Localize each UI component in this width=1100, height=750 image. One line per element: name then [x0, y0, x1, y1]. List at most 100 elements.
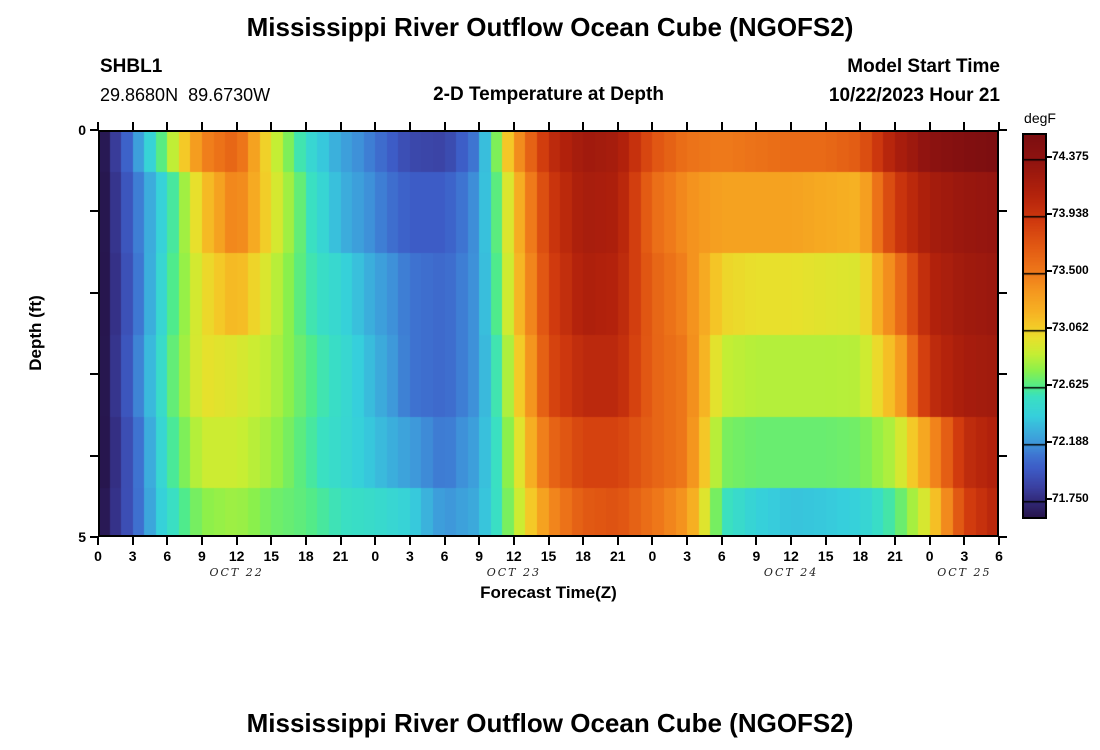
x-tick-label: 21: [887, 548, 903, 564]
x-axis-tick: [512, 537, 515, 545]
x-axis-tick: [235, 537, 238, 545]
x-tick-label: 3: [405, 548, 414, 564]
x-axis-top-tick: [374, 122, 377, 130]
x-axis-tick: [582, 537, 585, 545]
x-tick-label: 6: [163, 548, 172, 564]
x-date-label: OCT 23: [486, 566, 541, 579]
x-axis-top-tick: [200, 122, 203, 130]
x-axis-top-tick: [790, 122, 793, 130]
x-axis-tick: [270, 537, 273, 545]
x-axis-tick: [131, 537, 134, 545]
colorbar-tick: [1045, 498, 1052, 501]
x-axis-top-tick: [824, 122, 827, 130]
x-axis-tick: [651, 537, 654, 545]
plot-subtitle: 2-D Temperature at Depth: [433, 84, 664, 105]
x-axis-top-tick: [928, 122, 931, 130]
x-tick-label: 9: [752, 548, 761, 564]
x-axis-top-tick: [270, 122, 273, 130]
x-tick-label: 3: [128, 548, 137, 564]
x-tick-label: 0: [371, 548, 380, 564]
colorbar-tick: [1045, 441, 1052, 444]
colorbar-tick-label: 73.062: [1052, 320, 1089, 335]
x-axis-top-tick: [755, 122, 758, 130]
colorbar-tick: [1045, 327, 1052, 330]
y-axis-right-tick: [999, 373, 1007, 376]
x-axis-top-tick: [166, 122, 169, 130]
x-axis-top-tick: [97, 122, 99, 130]
x-axis-tick: [547, 537, 550, 545]
x-tick-label: 6: [717, 548, 726, 564]
colorbar-tick: [1045, 384, 1052, 387]
model-start-label: Model Start Time: [847, 56, 1000, 77]
colorbar-tick-label: 72.625: [1052, 377, 1089, 392]
x-axis-tick: [97, 537, 99, 545]
x-axis-tick: [478, 537, 481, 545]
x-tick-label: 12: [506, 548, 522, 564]
colorbar-tick: [1045, 156, 1052, 159]
colorbar-tick-label: 73.500: [1052, 263, 1089, 278]
x-axis-tick: [616, 537, 619, 545]
x-date-label: OCT 25: [937, 566, 992, 579]
y-tick-label: 0: [78, 122, 86, 138]
y-axis-tick: [90, 373, 98, 376]
x-tick-label: 9: [475, 548, 484, 564]
x-axis-tick: [339, 537, 342, 545]
y-tick-label: 5: [78, 529, 86, 545]
model-start-value: 10/22/2023 Hour 21: [828, 85, 1000, 106]
x-axis-top-tick: [304, 122, 307, 130]
colorbar: [1022, 133, 1047, 519]
x-axis-top-tick: [616, 122, 619, 130]
x-axis-top-tick: [408, 122, 411, 130]
x-axis-title: Forecast Time(Z): [480, 583, 617, 602]
y-axis-right-tick: [999, 454, 1007, 457]
x-axis-tick: [200, 537, 203, 545]
colorbar-tick-label: 74.375: [1052, 149, 1089, 164]
y-axis-tick: [90, 454, 98, 457]
x-axis-tick: [686, 537, 689, 545]
x-axis-tick: [998, 537, 1000, 545]
y-axis-tick: [90, 291, 98, 294]
x-axis-tick: [408, 537, 411, 545]
x-tick-label: 3: [960, 548, 969, 564]
x-tick-label: 21: [610, 548, 626, 564]
x-axis-tick: [928, 537, 931, 545]
x-axis-tick: [894, 537, 897, 545]
x-axis-top-tick: [582, 122, 585, 130]
colorbar-tick: [1045, 213, 1052, 216]
x-tick-label: 15: [817, 548, 834, 564]
x-tick-label: 21: [332, 548, 349, 564]
x-tick-label: 3: [683, 548, 692, 564]
x-axis-top-tick: [478, 122, 481, 130]
y-axis-right-tick: [999, 129, 1007, 131]
x-axis-top-tick: [547, 122, 550, 130]
x-axis-top-tick: [686, 122, 689, 130]
x-tick-label: 18: [852, 548, 869, 564]
station-id: SHBL1: [100, 56, 163, 77]
y-axis-right-tick: [999, 210, 1007, 213]
colorbar-tick-label: 73.938: [1052, 206, 1089, 221]
x-axis-tick: [824, 537, 827, 545]
colorbar-units-label: degF: [1024, 110, 1056, 126]
y-axis-right-tick: [999, 536, 1007, 538]
x-axis-tick: [166, 537, 169, 545]
figure-title: Mississippi River Outflow Ocean Cube (NG…: [246, 12, 854, 42]
x-axis-top-tick: [859, 122, 862, 130]
x-axis-tick: [859, 537, 862, 545]
temperature-heatmap: [98, 130, 999, 537]
y-axis-right-tick: [999, 291, 1007, 294]
x-tick-label: 6: [995, 548, 1003, 564]
x-axis-top-tick: [894, 122, 897, 130]
x-tick-label: 9: [198, 548, 206, 564]
x-axis-tick: [790, 537, 793, 545]
x-axis-top-tick: [512, 122, 515, 130]
x-axis-tick: [443, 537, 446, 545]
x-axis-top-tick: [443, 122, 446, 130]
y-axis-tick: [90, 210, 98, 213]
colorbar-tick-label: 72.188: [1052, 434, 1089, 449]
x-date-label: OCT 22: [209, 566, 264, 579]
x-axis-top-tick: [651, 122, 654, 130]
x-tick-label: 0: [648, 548, 657, 564]
x-tick-label: 12: [228, 548, 245, 564]
x-axis-top-tick: [235, 122, 238, 130]
